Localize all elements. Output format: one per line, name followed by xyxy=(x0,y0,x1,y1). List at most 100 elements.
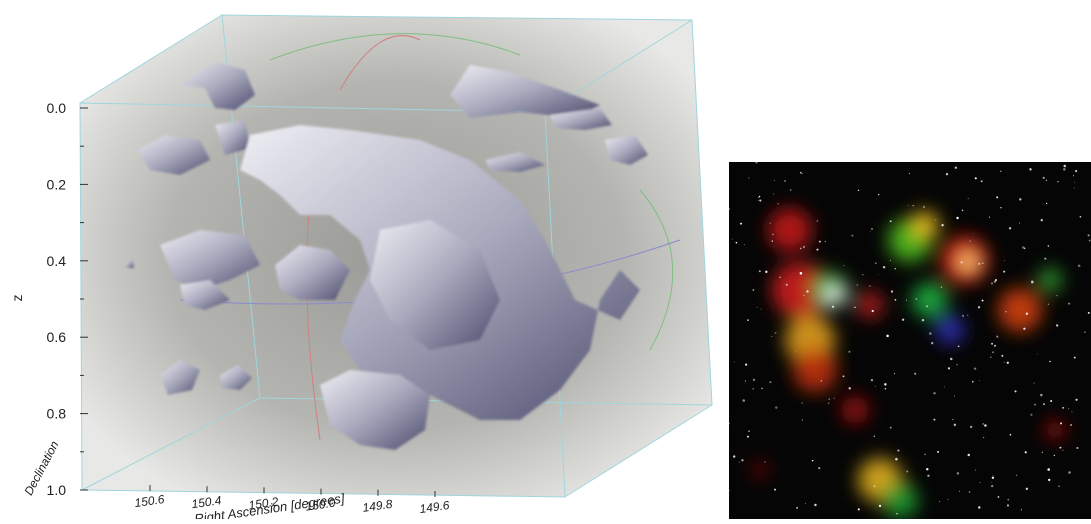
star xyxy=(956,216,959,220)
star xyxy=(952,419,954,421)
star xyxy=(997,496,1000,498)
star xyxy=(977,306,981,309)
star xyxy=(981,299,984,302)
star xyxy=(1044,257,1047,260)
density-glow xyxy=(998,288,1042,332)
star xyxy=(856,284,858,286)
star xyxy=(1040,219,1043,222)
star xyxy=(895,457,898,461)
z-tick-label: 0.2 xyxy=(47,176,67,192)
star xyxy=(889,426,892,429)
star xyxy=(996,196,999,199)
star xyxy=(982,436,985,439)
x-tick-label: 150.6 xyxy=(134,492,166,510)
star xyxy=(748,177,750,179)
star xyxy=(774,331,777,334)
star xyxy=(906,470,909,473)
density-glow xyxy=(911,211,939,239)
star xyxy=(1075,169,1078,173)
star xyxy=(1087,311,1090,314)
z-tick-label: 0.6 xyxy=(47,329,67,345)
composite-image xyxy=(729,162,1091,519)
star xyxy=(902,318,905,321)
star xyxy=(1014,390,1017,393)
star xyxy=(1077,264,1081,268)
star xyxy=(758,270,761,273)
star xyxy=(784,180,786,182)
star xyxy=(747,319,749,322)
star xyxy=(980,180,983,183)
star xyxy=(801,419,804,421)
star xyxy=(772,233,774,236)
star xyxy=(972,381,974,383)
star xyxy=(811,459,814,462)
star xyxy=(933,392,936,395)
star xyxy=(908,173,910,175)
star xyxy=(744,380,747,382)
star xyxy=(1006,504,1010,507)
star xyxy=(1023,247,1026,250)
star xyxy=(941,224,944,227)
star xyxy=(957,345,960,348)
star xyxy=(785,283,788,286)
z-axis-label: z xyxy=(9,295,25,302)
star xyxy=(1001,354,1004,357)
star xyxy=(995,278,998,282)
star xyxy=(974,469,977,471)
star xyxy=(967,197,969,200)
star xyxy=(873,485,876,488)
star xyxy=(960,260,963,264)
star xyxy=(954,395,955,397)
star xyxy=(804,502,806,504)
star xyxy=(1047,245,1050,247)
star xyxy=(824,240,826,243)
star xyxy=(937,450,940,453)
star xyxy=(871,228,873,230)
z-tick-label: 0.0 xyxy=(47,100,67,116)
star xyxy=(967,453,970,457)
star xyxy=(1040,393,1043,397)
density-glow xyxy=(772,262,828,318)
star xyxy=(894,268,896,270)
star xyxy=(1022,246,1025,249)
star xyxy=(1024,451,1027,454)
star xyxy=(1053,454,1056,457)
star xyxy=(869,285,871,287)
star xyxy=(759,199,762,202)
star xyxy=(969,240,971,242)
star xyxy=(774,488,777,491)
star xyxy=(921,318,925,322)
star xyxy=(1023,327,1026,330)
star xyxy=(772,193,774,195)
star xyxy=(1059,446,1062,449)
star xyxy=(979,481,981,484)
density-glow xyxy=(1038,268,1062,292)
star xyxy=(979,380,980,381)
star xyxy=(831,305,835,308)
x-tick-label: 149.6 xyxy=(419,498,451,516)
star xyxy=(741,459,744,462)
star xyxy=(816,220,819,222)
star xyxy=(765,270,768,274)
star xyxy=(907,205,909,206)
star xyxy=(1009,433,1012,436)
star xyxy=(1034,403,1037,406)
star xyxy=(1075,398,1078,401)
star xyxy=(1007,498,1010,501)
star xyxy=(1033,382,1035,384)
star xyxy=(1068,471,1071,474)
star xyxy=(1048,478,1051,482)
star xyxy=(967,314,969,316)
star xyxy=(878,193,880,196)
star xyxy=(854,306,856,309)
star xyxy=(878,273,880,275)
star xyxy=(1019,222,1021,224)
star xyxy=(923,206,925,208)
star xyxy=(1070,424,1072,426)
star xyxy=(938,500,941,503)
star xyxy=(992,474,994,476)
density-glow xyxy=(1045,420,1065,440)
x-tick-label: 149.8 xyxy=(362,497,394,515)
star xyxy=(962,315,965,317)
